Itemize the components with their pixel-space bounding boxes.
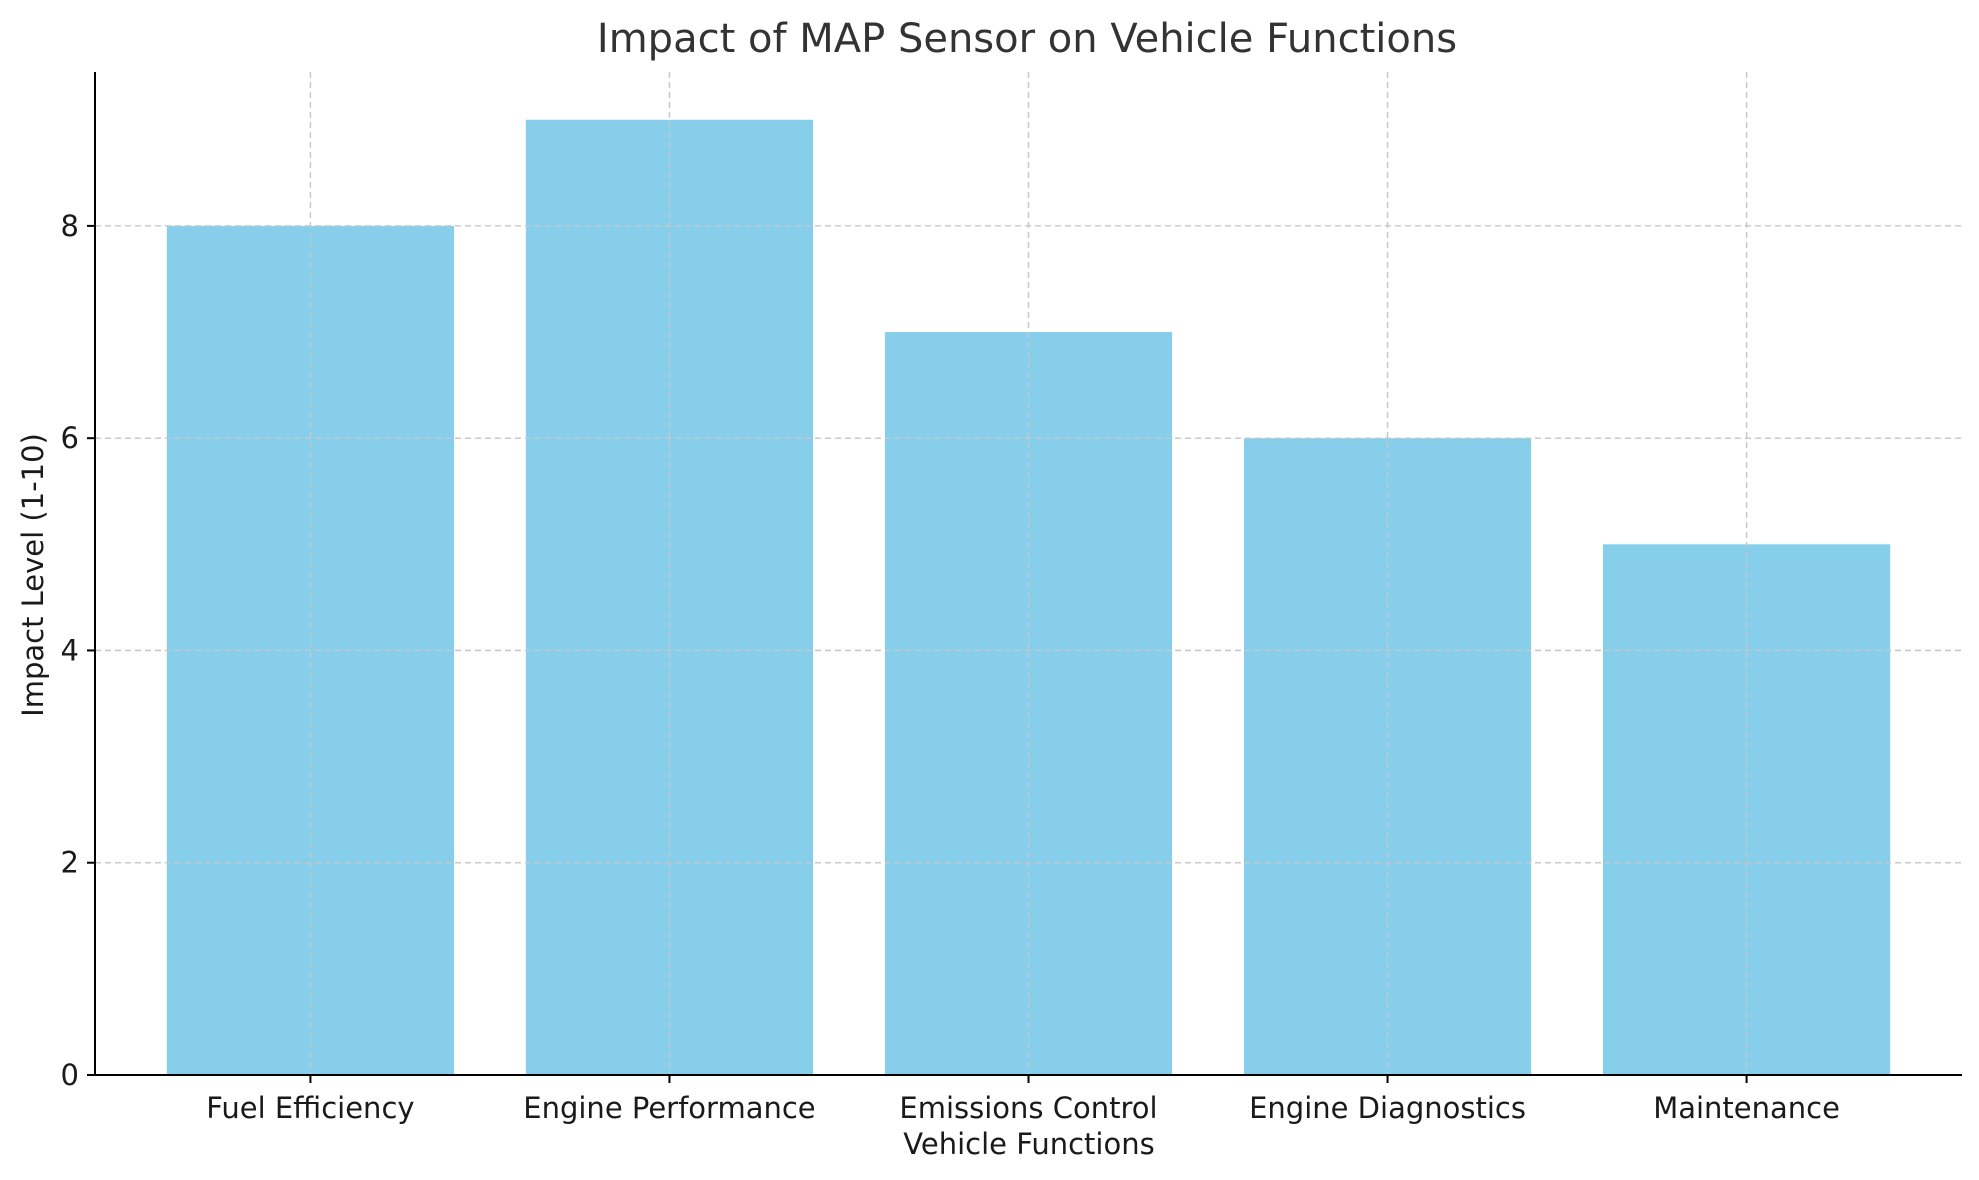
x-tick-label: Maintenance	[1653, 1091, 1840, 1125]
x-tick-label: Engine Performance	[523, 1091, 815, 1125]
y-tick-label: 4	[61, 633, 79, 667]
bars	[95, 72, 1962, 1076]
y-tick-label: 2	[61, 846, 79, 880]
y-tick-label: 6	[61, 421, 79, 455]
x-tick-label: Fuel Efficiency	[206, 1091, 414, 1125]
x-axis-label: Vehicle Functions	[903, 1127, 1154, 1161]
y-axis-label: Impact Level (1-10)	[16, 433, 50, 717]
y-axis-ticks: 0 2 4 6 8	[61, 209, 95, 1092]
x-axis-ticks: Fuel Efficiency Engine Performance Emissio…	[206, 1075, 1840, 1125]
x-tick-label: Engine Diagnostics	[1249, 1091, 1526, 1125]
y-tick-label: 0	[61, 1058, 79, 1092]
y-tick-label: 8	[61, 209, 79, 243]
x-tick-label: Emissions Control	[899, 1091, 1157, 1125]
chart-title: Impact of MAP Sensor on Vehicle Function…	[597, 16, 1457, 62]
